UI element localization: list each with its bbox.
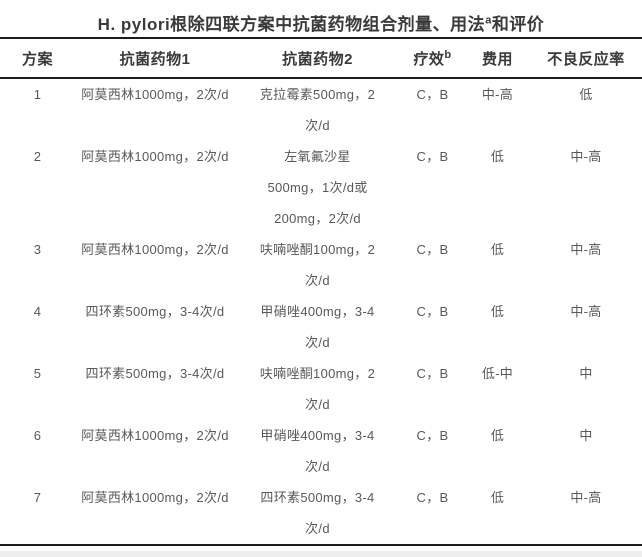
cell-drug1: 阿莫西林1000mg，2次/d <box>81 242 229 257</box>
cell-adverse-rate: 中-高 <box>570 149 602 164</box>
cell-cost: 低 <box>490 304 505 319</box>
cell-cost: 低 <box>490 490 505 505</box>
cell-drug1: 阿莫西林1000mg，2次/d <box>81 87 229 102</box>
col-header-efficacy-footnote-marker: b <box>444 48 452 61</box>
cell-drug2: 左氧氟沙星 500mg，1次/d或 200mg，2次/d <box>267 149 368 226</box>
col-header-adverse-rate-label: 不良反应率 <box>547 50 625 68</box>
col-header-drug1-label: 抗菌药物1 <box>119 50 191 68</box>
table-row: 6 阿莫西林1000mg，2次/d 甲硝唑400mg，3-4 次/d C，B 低… <box>0 420 642 482</box>
cell-plan: 2 <box>33 149 42 164</box>
table-title-suffix: 和评价 <box>491 15 545 34</box>
cell-drug1: 阿莫西林1000mg，2次/d <box>81 490 229 505</box>
cell-adverse-rate: 中 <box>579 366 593 381</box>
cell-cost: 中-高 <box>481 87 514 102</box>
cell-drug1: 四环素500mg，3-4次/d <box>85 304 225 319</box>
cell-plan: 1 <box>33 87 42 102</box>
table-row: 2 阿莫西林1000mg，2次/d 左氧氟沙星 500mg，1次/d或 200m… <box>0 141 642 234</box>
col-header-plan-label: 方案 <box>21 50 53 68</box>
cell-cost: 低 <box>490 242 505 257</box>
col-header-drug1: 抗菌药物1 <box>75 38 235 79</box>
cell-adverse-rate: 中-高 <box>570 490 602 505</box>
cell-plan: 3 <box>33 242 42 257</box>
cell-adverse-rate: 中-高 <box>570 242 602 257</box>
table-title-text: H. pylori根除四联方案中抗菌药物组合剂量、用法 <box>97 15 486 34</box>
col-header-efficacy: 疗效b <box>400 38 465 79</box>
col-header-plan: 方案 <box>0 38 75 79</box>
bottom-margin-strip <box>0 551 642 557</box>
table-title: H. pylori根除四联方案中抗菌药物组合剂量、用法a和评价 <box>0 0 642 37</box>
table-header-row: 方案 抗菌药物1 抗菌药物2 疗效b 费用 不良反应率 <box>0 38 642 79</box>
cell-drug2: 呋喃唑酮100mg，2 次/d <box>259 366 376 412</box>
table-row: 1 阿莫西林1000mg，2次/d 克拉霉素500mg，2 次/d C，B 中-… <box>0 78 642 141</box>
cell-efficacy: C，B <box>416 242 449 257</box>
therapy-regimen-table: 方案 抗菌药物1 抗菌药物2 疗效b 费用 不良反应率 1 阿莫西林1000mg… <box>0 37 642 546</box>
cell-drug2: 甲硝唑400mg，3-4 次/d <box>260 304 375 350</box>
cell-efficacy: C，B <box>416 428 449 443</box>
cell-adverse-rate: 中-高 <box>570 304 602 319</box>
col-header-drug2: 抗菌药物2 <box>235 38 400 79</box>
cell-plan: 5 <box>33 366 42 381</box>
table-title-footnote-marker: a <box>485 14 492 27</box>
cell-drug2: 呋喃唑酮100mg，2 次/d <box>259 242 376 288</box>
table-row: 5 四环素500mg，3-4次/d 呋喃唑酮100mg，2 次/d C，B 低-… <box>0 358 642 420</box>
col-header-drug2-label: 抗菌药物2 <box>282 50 353 68</box>
cell-plan: 6 <box>33 428 42 443</box>
cell-drug1: 阿莫西林1000mg，2次/d <box>81 428 229 443</box>
cell-efficacy: C，B <box>416 366 449 381</box>
cell-drug2: 甲硝唑400mg，3-4 次/d <box>260 428 375 474</box>
table-row: 7 阿莫西林1000mg，2次/d 四环素500mg，3-4 次/d C，B 低… <box>0 482 642 545</box>
col-header-cost-label: 费用 <box>481 50 513 68</box>
cell-cost: 低-中 <box>481 366 514 381</box>
cell-adverse-rate: 中 <box>579 428 593 443</box>
col-header-efficacy-label: 疗效 <box>413 50 445 68</box>
cell-drug1: 阿莫西林1000mg，2次/d <box>81 149 229 164</box>
cell-cost: 低 <box>490 149 505 164</box>
table-row: 4 四环素500mg，3-4次/d 甲硝唑400mg，3-4 次/d C，B 低… <box>0 296 642 358</box>
cell-drug1: 四环素500mg，3-4次/d <box>85 366 225 381</box>
cell-efficacy: C，B <box>416 87 449 102</box>
cell-plan: 4 <box>33 304 42 319</box>
col-header-adverse-rate: 不良反应率 <box>530 38 642 79</box>
table-row: 3 阿莫西林1000mg，2次/d 呋喃唑酮100mg，2 次/d C，B 低 … <box>0 234 642 296</box>
cell-drug2: 克拉霉素500mg，2 次/d <box>259 87 376 133</box>
cell-efficacy: C，B <box>416 490 449 505</box>
cell-cost: 低 <box>490 428 505 443</box>
cell-efficacy: C，B <box>416 304 449 319</box>
cell-plan: 7 <box>33 490 42 505</box>
cell-drug2: 四环素500mg，3-4 次/d <box>260 490 375 536</box>
cell-efficacy: C，B <box>416 149 449 164</box>
cell-adverse-rate: 低 <box>579 87 593 102</box>
col-header-cost: 费用 <box>465 38 530 79</box>
